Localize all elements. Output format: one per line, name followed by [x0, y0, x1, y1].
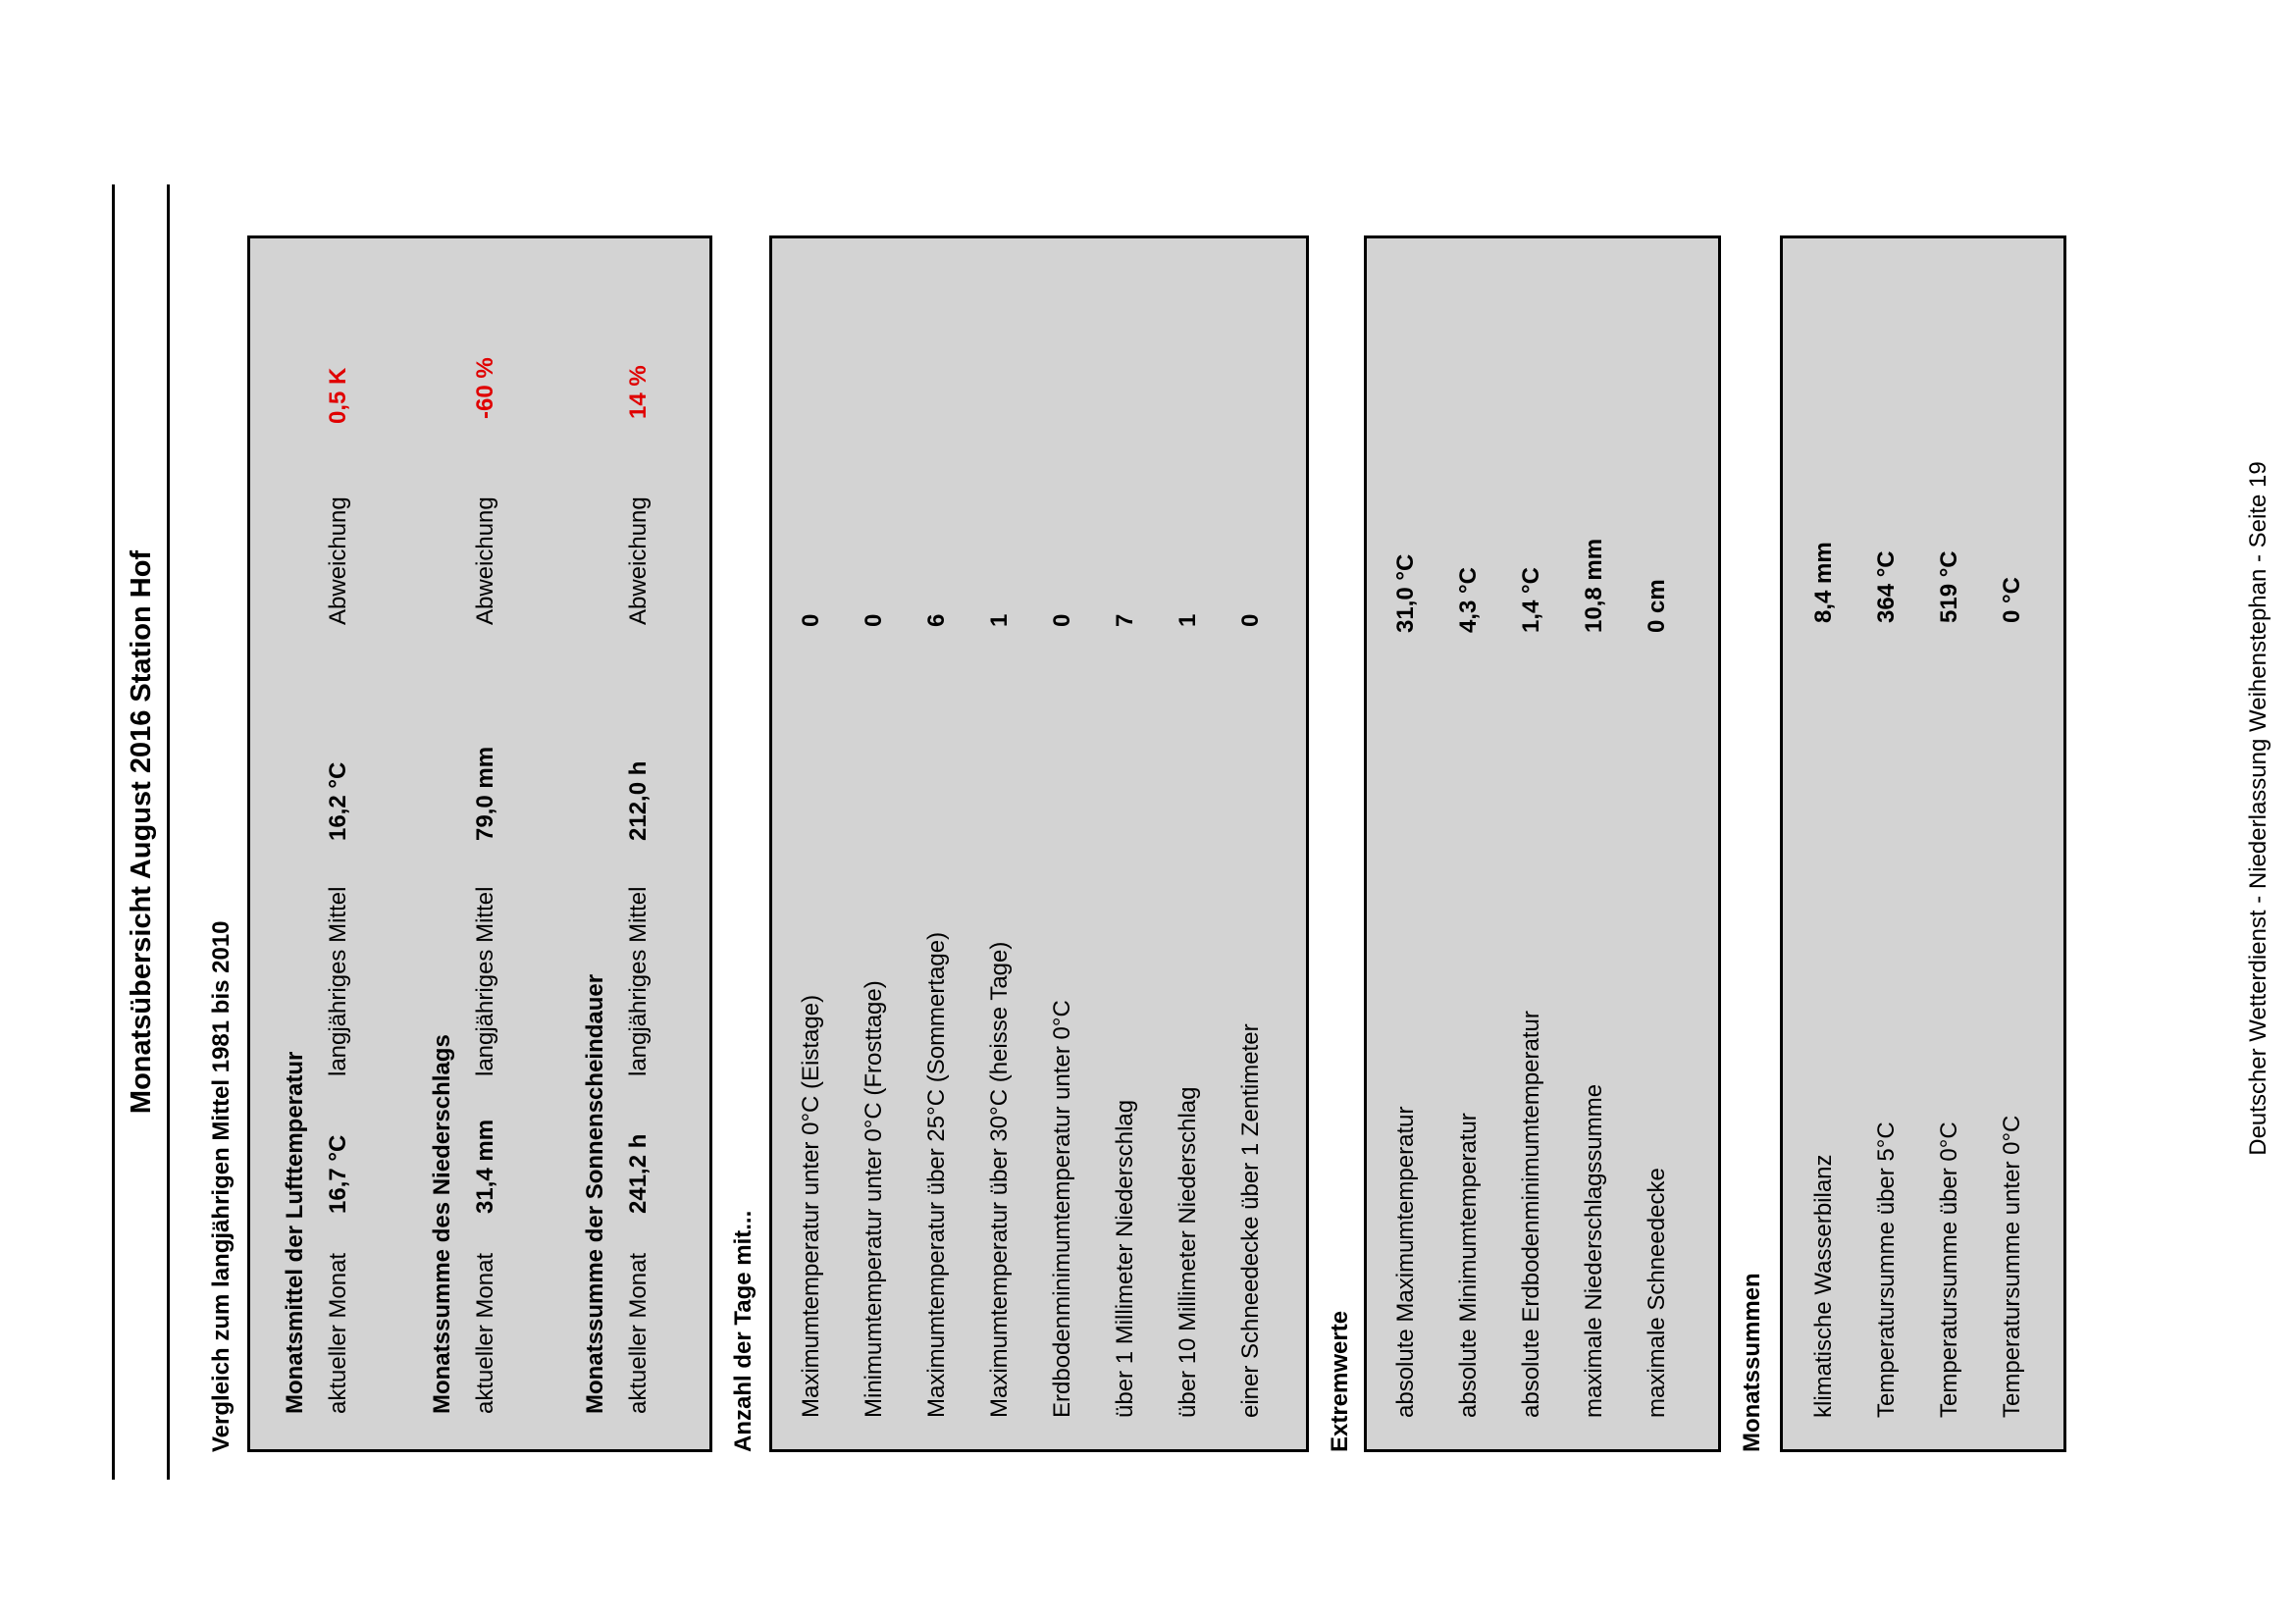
- group-title: Monatsmittel der Lufttemperatur: [282, 1051, 308, 1414]
- group-title: Monatssumme des Niederschlags: [429, 1034, 455, 1414]
- sums-label: Temperatursumme über 5°C: [1873, 1121, 1900, 1418]
- current-label: aktueller Monat: [472, 1252, 498, 1414]
- sums-box: klimatische Wasserbilanz 8,4 mm Temperat…: [1780, 235, 2066, 1452]
- page-title: Monatsübersicht August 2016 Station Hof: [126, 549, 157, 1115]
- extremes-value: 4,3 °C: [1455, 567, 1482, 633]
- sums-value: 0 °C: [1999, 577, 2025, 623]
- current-value: 31,4 mm: [472, 1119, 498, 1214]
- sums-label: Temperatursumme unter 0°C: [1999, 1115, 2025, 1418]
- days-row: Maximumtemperatur über 25°C (Sommertage)…: [923, 238, 957, 1449]
- group-title-air-temperature: Monatsmittel der Lufttemperatur: [282, 238, 315, 1449]
- days-row: Maximumtemperatur unter 0°C (Eistage) 0: [798, 238, 831, 1449]
- extremes-label: absolute Maximumtemperatur: [1392, 1106, 1419, 1418]
- days-value: 0: [1237, 613, 1264, 627]
- current-value: 241,2 h: [625, 1133, 652, 1214]
- days-label: über 10 Millimeter Niederschlag: [1174, 1086, 1201, 1418]
- extremes-label: absolute Erdbodenminimumtemperatur: [1518, 1011, 1544, 1418]
- days-value: 0: [1049, 613, 1075, 627]
- extremes-label: maximale Schneedecke: [1644, 1168, 1670, 1418]
- days-value: 0: [798, 613, 824, 627]
- days-row: Maximumtemperatur über 30°C (heisse Tage…: [986, 238, 1019, 1449]
- extremes-row: absolute Minimumtemperatur 4,3 °C: [1455, 238, 1488, 1449]
- days-value: 0: [861, 613, 887, 627]
- title-rule-top: [112, 184, 115, 1480]
- sums-value: 8,4 mm: [1810, 542, 1837, 623]
- sums-heading: Monatssummen: [1739, 1273, 1765, 1452]
- days-label: Maximumtemperatur unter 0°C (Eistage): [798, 994, 824, 1418]
- mean-value: 79,0 mm: [472, 746, 498, 841]
- extremes-row: maximale Schneedecke 0 cm: [1644, 238, 1677, 1449]
- deviation-value: 14 %: [625, 365, 652, 419]
- extremes-label: maximale Niederschlagssumme: [1581, 1083, 1607, 1418]
- sums-row: Temperatursumme über 5°C 364 °C: [1873, 238, 1906, 1449]
- extremes-label: absolute Minimumtemperatur: [1455, 1113, 1482, 1418]
- sums-value: 519 °C: [1936, 550, 1962, 623]
- days-row: Erdbodenminimumtemperatur unter 0°C 0: [1049, 238, 1082, 1449]
- days-row: über 1 Millimeter Niederschlag 7: [1112, 238, 1145, 1449]
- extremes-heading: Extremwerte: [1327, 1310, 1353, 1452]
- group-title-sunshine: Monatssumme der Sonnenscheindauer: [582, 238, 615, 1449]
- current-label: aktueller Monat: [625, 1252, 652, 1414]
- mean-label: langjähriges Mittel: [325, 886, 351, 1076]
- days-value: 7: [1112, 613, 1138, 627]
- group-title-precipitation: Monatssumme des Niederschlags: [429, 238, 462, 1449]
- mean-value: 16,2 °C: [325, 761, 351, 841]
- deviation-value: -60 %: [472, 357, 498, 419]
- sums-row: Temperatursumme unter 0°C 0 °C: [1999, 238, 2032, 1449]
- days-heading: Anzahl der Tage mit...: [730, 1210, 757, 1452]
- sums-row: klimatische Wasserbilanz 8,4 mm: [1810, 238, 1844, 1449]
- deviation-label: Abweichung: [472, 496, 498, 625]
- extremes-row: maximale Niederschlagssumme 10,8 mm: [1581, 238, 1614, 1449]
- current-label: aktueller Monat: [325, 1252, 351, 1414]
- extremes-row: absolute Maximumtemperatur 31,0 °C: [1392, 238, 1426, 1449]
- sums-label: Temperatursumme über 0°C: [1936, 1121, 1962, 1418]
- days-row: über 10 Millimeter Niederschlag 1: [1174, 238, 1208, 1449]
- comparison-box: Monatsmittel der Lufttemperatur aktuelle…: [247, 235, 712, 1452]
- page-footer: Deutscher Wetterdienst - Niederlassung W…: [2245, 461, 2271, 1156]
- days-label: Minimumtemperatur unter 0°C (Frosttage): [861, 980, 887, 1418]
- deviation-label: Abweichung: [625, 496, 652, 625]
- extremes-value: 1,4 °C: [1518, 567, 1544, 633]
- deviation-label: Abweichung: [325, 496, 351, 625]
- extremes-value: 31,0 °C: [1392, 553, 1419, 633]
- comparison-heading: Vergleich zum langjährigen Mittel 1981 b…: [208, 920, 235, 1452]
- extremes-value: 10,8 mm: [1581, 538, 1607, 633]
- days-label: über 1 Millimeter Niederschlag: [1112, 1099, 1138, 1418]
- deviation-value: 0,5 K: [325, 367, 351, 424]
- days-label: Maximumtemperatur über 30°C (heisse Tage…: [986, 941, 1013, 1418]
- mean-label: langjähriges Mittel: [625, 886, 652, 1076]
- group-values-sunshine: aktueller Monat 241,2 h langjähriges Mit…: [625, 238, 658, 1449]
- days-box: Maximumtemperatur unter 0°C (Eistage) 0 …: [769, 235, 1309, 1452]
- extremes-row: absolute Erdbodenminimumtemperatur 1,4 °…: [1518, 238, 1551, 1449]
- extremes-value: 0 cm: [1644, 579, 1670, 633]
- days-row: Minimumtemperatur unter 0°C (Frosttage) …: [861, 238, 894, 1449]
- mean-value: 212,0 h: [625, 760, 652, 841]
- days-value: 1: [1174, 613, 1201, 627]
- mean-label: langjähriges Mittel: [472, 886, 498, 1076]
- sums-value: 364 °C: [1873, 550, 1900, 623]
- days-value: 6: [923, 613, 950, 627]
- days-row: einer Schneedecke über 1 Zentimeter 0: [1237, 238, 1271, 1449]
- current-value: 16,7 °C: [325, 1134, 351, 1214]
- group-title: Monatssumme der Sonnenscheindauer: [582, 973, 608, 1414]
- title-block: Monatsübersicht August 2016 Station Hof: [116, 184, 170, 1480]
- extremes-box: absolute Maximumtemperatur 31,0 °C absol…: [1364, 235, 1721, 1452]
- sums-row: Temperatursumme über 0°C 519 °C: [1936, 238, 1969, 1449]
- days-label: Maximumtemperatur über 25°C (Sommertage): [923, 931, 950, 1418]
- days-label: einer Schneedecke über 1 Zentimeter: [1237, 1023, 1264, 1418]
- days-label: Erdbodenminimumtemperatur unter 0°C: [1049, 1000, 1075, 1418]
- sums-label: klimatische Wasserbilanz: [1810, 1154, 1837, 1418]
- group-values-air-temperature: aktueller Monat 16,7 °C langjähriges Mit…: [325, 238, 358, 1449]
- days-value: 1: [986, 613, 1013, 627]
- group-values-precipitation: aktueller Monat 31,4 mm langjähriges Mit…: [472, 238, 505, 1449]
